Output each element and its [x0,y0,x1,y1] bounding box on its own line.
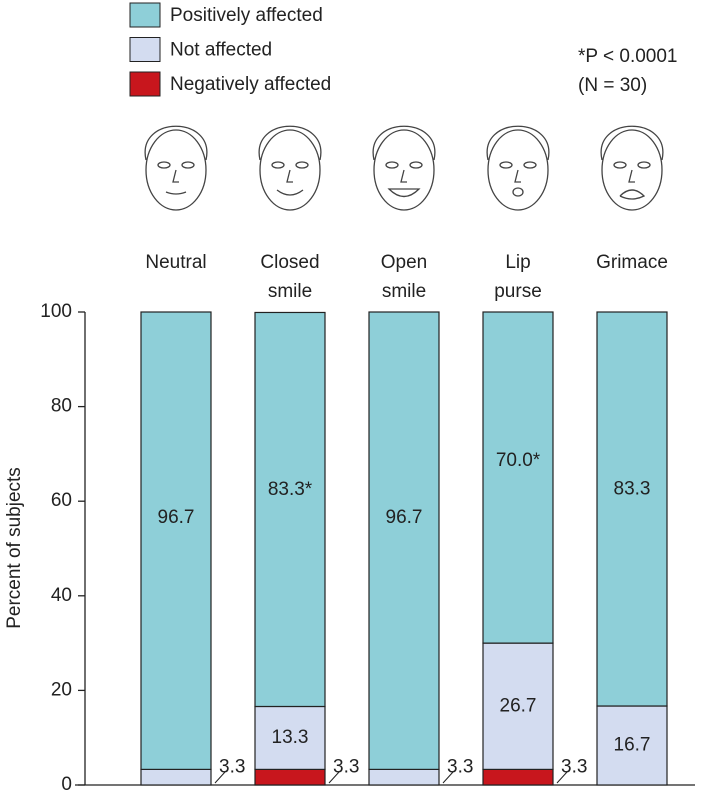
leader-line [442,771,454,784]
bar-segment [254,311,326,708]
y-tick-label: 80 [51,396,72,417]
y-tick-label: 100 [40,301,72,322]
x-tick-label: Lip purse [494,252,542,302]
x-tick-label: Open smile [381,252,427,302]
leader-line [556,771,568,784]
bar-segment [254,705,326,770]
leader-line [214,771,226,784]
y-tick-label: 0 [61,774,72,795]
value-label: 83.3* [268,479,313,500]
bar-segment [140,768,212,786]
bar-segment [596,311,668,707]
legend-swatch [129,2,161,28]
bar-segment [596,705,668,786]
bar-segment [368,768,440,786]
bar-segment [254,768,326,786]
legend-label: Positively affected [170,5,323,26]
annotation: (N = 30) [578,75,647,96]
value-label: 16.7 [614,735,651,756]
bar-segment [482,642,554,770]
legend-swatch [129,71,161,97]
value-label: 13.3 [272,727,309,748]
value-label: 3.3 [447,756,473,777]
bar-segment [368,311,440,770]
y-axis-label: Percent of subjects [4,467,25,629]
x-tick-label: Neutral [145,252,206,273]
legend-swatch [129,37,161,62]
value-label: 70.0* [496,450,541,471]
legend-label: Not affected [170,40,272,61]
faces [144,125,664,211]
annotation: *P < 0.0001 [578,46,678,67]
x-tick-label: Grimace [596,252,668,273]
bar-segment [140,311,212,770]
y-tick-label: 20 [51,679,72,700]
value-label: 26.7 [500,695,537,716]
bar-segment [482,311,554,644]
value-label: 96.7 [158,507,195,528]
value-label: 3.3 [561,756,587,777]
legend-label: Negatively affected [170,74,331,95]
leader-line [328,771,340,784]
y-tick-label: 60 [51,490,72,511]
y-tick-label: 40 [51,585,72,606]
x-tick-label: Closed smile [260,252,319,302]
value-label: 3.3 [219,756,245,777]
value-label: 3.3 [333,756,359,777]
value-label: 96.7 [386,507,423,528]
bar-segment [482,768,554,786]
value-label: 83.3 [614,478,651,499]
